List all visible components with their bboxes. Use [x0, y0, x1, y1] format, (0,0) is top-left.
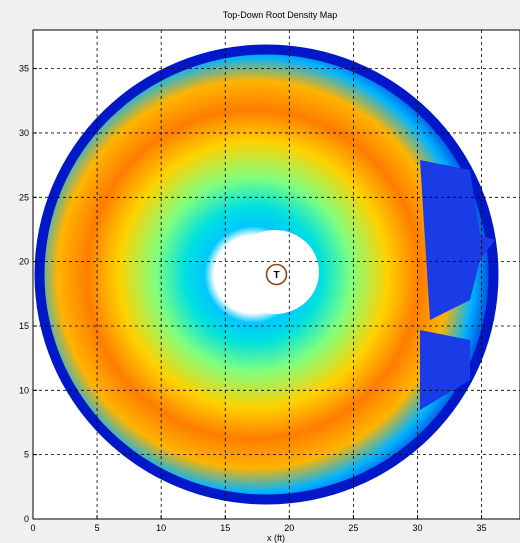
y-tick-label: 35	[19, 64, 29, 74]
x-tick-label: 30	[412, 523, 422, 533]
trunk-marker	[265, 263, 288, 286]
plot-frame	[32, 29, 520, 520]
y-tick-label: 25	[19, 192, 29, 202]
y-tick-label: 15	[19, 321, 29, 331]
x-axis-label: x (ft)	[267, 533, 285, 543]
x-tick-label: 35	[477, 523, 487, 533]
y-tick-label: 5	[24, 450, 29, 460]
y-tick-label: 0	[24, 514, 29, 524]
chart-title: Top-Down Root Density Map	[222, 10, 338, 20]
y-tick-label: 10	[19, 385, 29, 395]
y-tick-label: 20	[19, 257, 29, 267]
trunk-marker-label: T	[273, 270, 279, 281]
x-tick-label: 0	[30, 523, 35, 533]
x-tick-labels: 0 5 10 15 20 25 30 35	[30, 515, 487, 533]
x-tick-label: 5	[95, 523, 100, 533]
y-tick-label: 30	[19, 128, 29, 138]
x-tick-label: 25	[348, 523, 358, 533]
x-tick-label: 15	[220, 523, 230, 533]
y-tick-labels: 0 5 10 15 20 25 30 35	[19, 64, 37, 524]
trunk-marker-group: T	[265, 263, 288, 286]
x-tick-label: 20	[284, 523, 294, 533]
density-lobe-right	[420, 160, 495, 320]
x-tick-label: 10	[156, 523, 166, 533]
density-lobe-right-lower	[420, 330, 470, 410]
